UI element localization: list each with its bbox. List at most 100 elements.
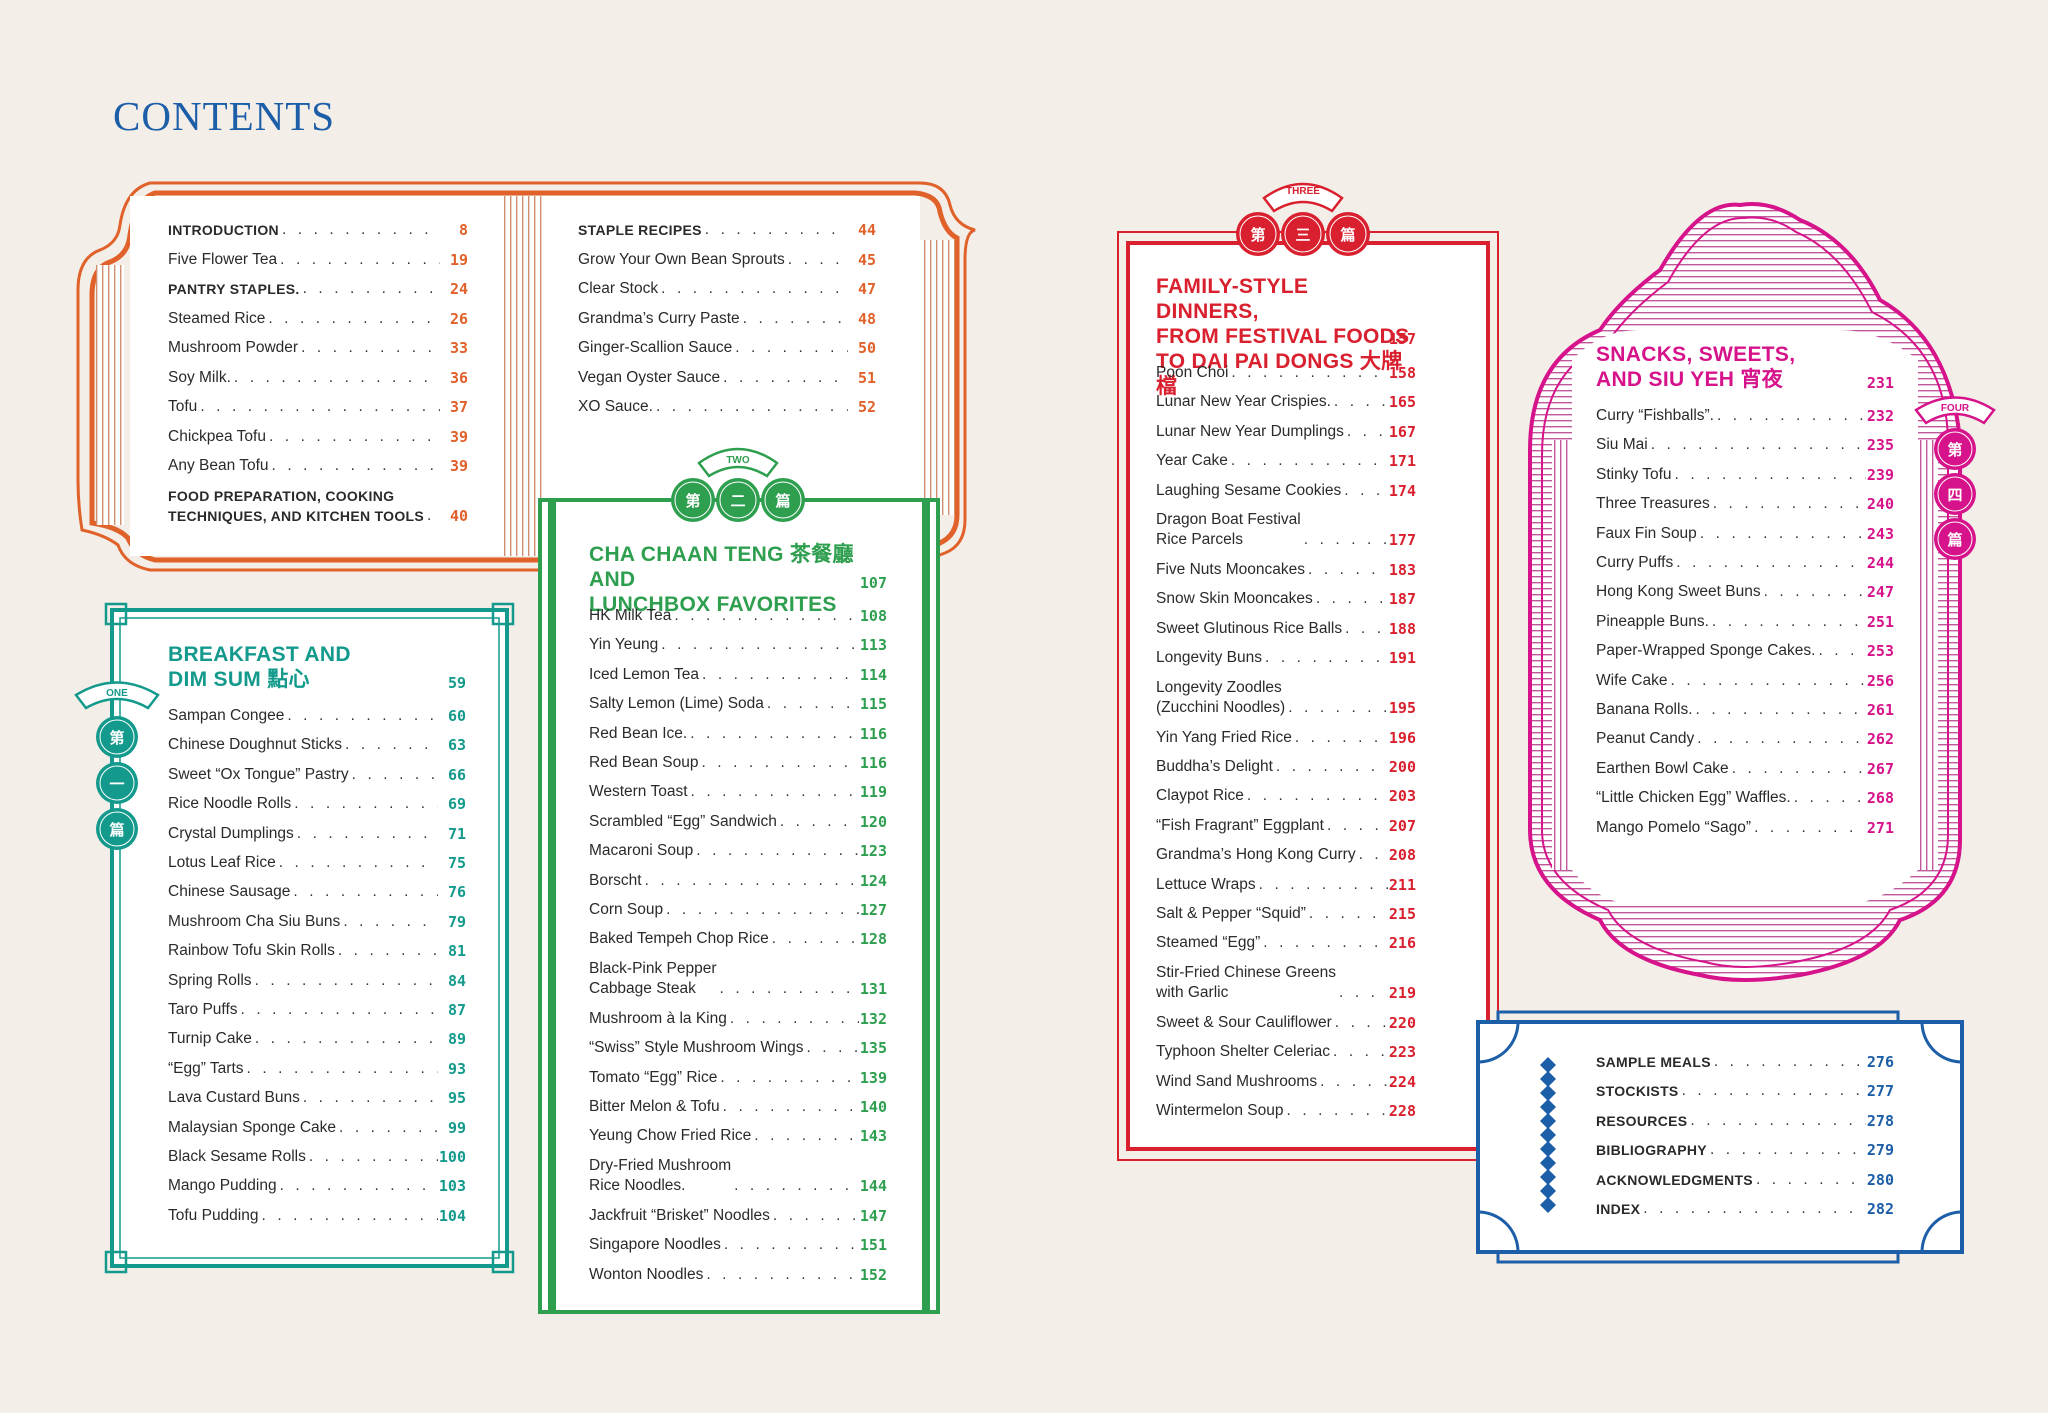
toc-entry[interactable]: Lunar New Year Dumplings 167 bbox=[1156, 422, 1416, 442]
toc-entry[interactable]: Rice Noodle Rolls 69 bbox=[168, 794, 466, 814]
toc-entry[interactable]: XO Sauce. 52 bbox=[578, 397, 876, 417]
toc-entry[interactable]: Bitter Melon & Tofu 140 bbox=[589, 1097, 887, 1117]
toc-entry[interactable]: Wonton Noodles 152 bbox=[589, 1265, 887, 1285]
toc-entry[interactable]: Baked Tempeh Chop Rice 128 bbox=[589, 929, 887, 949]
toc-entry[interactable]: Mango Pudding 103 bbox=[168, 1176, 466, 1196]
toc-entry[interactable]: Tofu Pudding 104 bbox=[168, 1206, 466, 1226]
toc-entry[interactable]: Dry-Fried Mushroom Rice Noodles. 144 bbox=[589, 1156, 887, 1196]
toc-entry[interactable]: Soy Milk. 36 bbox=[168, 368, 468, 388]
toc-entry[interactable]: Stir-Fried Chinese Greens with Garlic 219 bbox=[1156, 963, 1416, 1003]
toc-entry[interactable]: Snow Skin Mooncakes 187 bbox=[1156, 589, 1416, 609]
toc-entry[interactable]: Sweet & Sour Cauliflower 220 bbox=[1156, 1013, 1416, 1033]
toc-entry[interactable]: Sweet “Ox Tongue” Pastry 66 bbox=[168, 765, 466, 785]
toc-entry[interactable]: Red Bean Ice. 116 bbox=[589, 724, 887, 744]
toc-entry[interactable]: “Swiss” Style Mushroom Wings 135 bbox=[589, 1038, 887, 1058]
toc-entry[interactable]: Clear Stock 47 bbox=[578, 279, 876, 299]
toc-entry[interactable]: Lettuce Wraps 211 bbox=[1156, 875, 1416, 895]
toc-entry[interactable]: Pineapple Buns. 251 bbox=[1596, 612, 1894, 632]
toc-entry[interactable]: Sweet Glutinous Rice Balls 188 bbox=[1156, 619, 1416, 639]
toc-entry[interactable]: Mushroom Cha Siu Buns 79 bbox=[168, 912, 466, 932]
toc-entry[interactable]: FOOD PREPARATION, COOKING TECHNIQUES, AN… bbox=[168, 486, 468, 526]
toc-entry[interactable]: Jackfruit “Brisket” Noodles 147 bbox=[589, 1206, 887, 1226]
toc-entry[interactable]: Poon Choi 158 bbox=[1156, 363, 1416, 383]
toc-entry[interactable]: Red Bean Soup 116 bbox=[589, 753, 887, 773]
toc-entry[interactable]: Lotus Leaf Rice 75 bbox=[168, 853, 466, 873]
toc-entry[interactable]: Faux Fin Soup 243 bbox=[1596, 524, 1894, 544]
toc-entry[interactable]: Earthen Bowl Cake 267 bbox=[1596, 759, 1894, 779]
toc-entry[interactable]: Curry Puffs 244 bbox=[1596, 553, 1894, 573]
toc-entry[interactable]: Malaysian Sponge Cake 99 bbox=[168, 1118, 466, 1138]
toc-entry[interactable]: INDEX 282 bbox=[1596, 1199, 1894, 1219]
toc-entry[interactable]: Peanut Candy 262 bbox=[1596, 729, 1894, 749]
toc-entry[interactable]: Singapore Noodles 151 bbox=[589, 1235, 887, 1255]
toc-entry[interactable]: RESOURCES 278 bbox=[1596, 1111, 1894, 1131]
toc-entry[interactable]: Salty Lemon (Lime) Soda 115 bbox=[589, 694, 887, 714]
toc-entry[interactable]: Corn Soup 127 bbox=[589, 900, 887, 920]
toc-entry[interactable]: PANTRY STAPLES. 24 bbox=[168, 279, 468, 299]
chapter-four-heading[interactable]: SNACKS, SWEETS, AND SIU YEH 宵夜 bbox=[1596, 343, 1796, 391]
toc-entry[interactable]: “Little Chicken Egg” Waffles. 268 bbox=[1596, 788, 1894, 808]
toc-entry[interactable]: Vegan Oyster Sauce 51 bbox=[578, 368, 876, 388]
toc-entry[interactable]: Salt & Pepper “Squid” 215 bbox=[1156, 904, 1416, 924]
toc-entry[interactable]: Macaroni Soup 123 bbox=[589, 841, 887, 861]
toc-entry[interactable]: HK Milk Tea 108 bbox=[589, 606, 887, 626]
toc-entry[interactable]: Dragon Boat Festival Rice Parcels 177 bbox=[1156, 510, 1416, 550]
toc-entry[interactable]: Longevity Buns 191 bbox=[1156, 648, 1416, 668]
toc-entry[interactable]: Wife Cake 256 bbox=[1596, 671, 1894, 691]
toc-entry[interactable]: Three Treasures 240 bbox=[1596, 494, 1894, 514]
toc-entry[interactable]: Typhoon Shelter Celeriac 223 bbox=[1156, 1042, 1416, 1062]
toc-entry[interactable]: Hong Kong Sweet Buns 247 bbox=[1596, 582, 1894, 602]
toc-entry[interactable]: Siu Mai 235 bbox=[1596, 435, 1894, 455]
toc-entry[interactable]: Five Nuts Mooncakes 183 bbox=[1156, 560, 1416, 580]
toc-entry[interactable]: Borscht 124 bbox=[589, 871, 887, 891]
toc-entry[interactable]: Wind Sand Mushrooms 224 bbox=[1156, 1072, 1416, 1092]
toc-entry[interactable]: Mushroom à la King 132 bbox=[589, 1009, 887, 1029]
toc-entry[interactable]: Mushroom Powder 33 bbox=[168, 338, 468, 358]
toc-entry[interactable]: Spring Rolls 84 bbox=[168, 971, 466, 991]
toc-entry[interactable]: Laughing Sesame Cookies 174 bbox=[1156, 481, 1416, 501]
toc-entry[interactable]: INTRODUCTION 8 bbox=[168, 220, 468, 240]
toc-entry[interactable]: Lunar New Year Crispies. 165 bbox=[1156, 392, 1416, 412]
toc-entry[interactable]: Grow Your Own Bean Sprouts 45 bbox=[578, 250, 876, 270]
toc-entry[interactable]: Five Flower Tea 19 bbox=[168, 250, 468, 270]
toc-entry[interactable]: Yeung Chow Fried Rice 143 bbox=[589, 1126, 887, 1146]
toc-entry[interactable]: STOCKISTS 277 bbox=[1596, 1081, 1894, 1101]
toc-entry[interactable]: Turnip Cake 89 bbox=[168, 1029, 466, 1049]
toc-entry[interactable]: ACKNOWLEDGMENTS 280 bbox=[1596, 1170, 1894, 1190]
toc-entry[interactable]: Tofu 37 bbox=[168, 397, 468, 417]
toc-entry[interactable]: Chinese Doughnut Sticks 63 bbox=[168, 735, 466, 755]
toc-entry[interactable]: Stinky Tofu 239 bbox=[1596, 465, 1894, 485]
toc-entry[interactable]: Tomato “Egg” Rice 139 bbox=[589, 1068, 887, 1088]
toc-entry[interactable]: Wintermelon Soup 228 bbox=[1156, 1101, 1416, 1121]
toc-entry[interactable]: Claypot Rice 203 bbox=[1156, 786, 1416, 806]
toc-entry[interactable]: Taro Puffs 87 bbox=[168, 1000, 466, 1020]
toc-entry[interactable]: Steamed “Egg” 216 bbox=[1156, 933, 1416, 953]
toc-entry[interactable]: BIBLIOGRAPHY 279 bbox=[1596, 1140, 1894, 1160]
toc-entry[interactable]: Longevity Zoodles (Zucchini Noodles) 195 bbox=[1156, 678, 1416, 718]
toc-entry[interactable]: “Fish Fragrant” Eggplant 207 bbox=[1156, 816, 1416, 836]
toc-entry[interactable]: Banana Rolls. 261 bbox=[1596, 700, 1894, 720]
toc-entry[interactable]: Curry “Fishballs”. 232 bbox=[1596, 406, 1894, 426]
toc-entry[interactable]: Buddha’s Delight 200 bbox=[1156, 757, 1416, 777]
toc-entry[interactable]: Lava Custard Buns 95 bbox=[168, 1088, 466, 1108]
toc-entry[interactable]: SAMPLE MEALS 276 bbox=[1596, 1052, 1894, 1072]
toc-entry[interactable]: Steamed Rice 26 bbox=[168, 309, 468, 329]
toc-entry[interactable]: Scrambled “Egg” Sandwich 120 bbox=[589, 812, 887, 832]
toc-entry[interactable]: Western Toast 119 bbox=[589, 782, 887, 802]
toc-entry[interactable]: Yin Yang Fried Rice 196 bbox=[1156, 728, 1416, 748]
toc-entry[interactable]: Grandma’s Hong Kong Curry 208 bbox=[1156, 845, 1416, 865]
toc-entry[interactable]: Chinese Sausage 76 bbox=[168, 882, 466, 902]
toc-entry[interactable]: Chickpea Tofu 39 bbox=[168, 427, 468, 447]
toc-entry[interactable]: Paper-Wrapped Sponge Cakes. 253 bbox=[1596, 641, 1894, 661]
toc-entry[interactable]: Rainbow Tofu Skin Rolls 81 bbox=[168, 941, 466, 961]
toc-entry[interactable]: Sampan Congee 60 bbox=[168, 706, 466, 726]
toc-entry[interactable]: Iced Lemon Tea 114 bbox=[589, 665, 887, 685]
toc-entry[interactable]: Black Sesame Rolls 100 bbox=[168, 1147, 466, 1167]
chapter-one-heading[interactable]: BREAKFAST AND DIM SUM 點心 bbox=[168, 643, 351, 691]
toc-entry[interactable]: Yin Yeung 113 bbox=[589, 635, 887, 655]
toc-entry[interactable]: Grandma’s Curry Paste 48 bbox=[578, 309, 876, 329]
toc-entry[interactable]: Year Cake 171 bbox=[1156, 451, 1416, 471]
toc-entry[interactable]: “Egg” Tarts 93 bbox=[168, 1059, 466, 1079]
toc-entry[interactable]: Mango Pomelo “Sago” 271 bbox=[1596, 818, 1894, 838]
toc-entry[interactable]: Any Bean Tofu 39 bbox=[168, 456, 468, 476]
